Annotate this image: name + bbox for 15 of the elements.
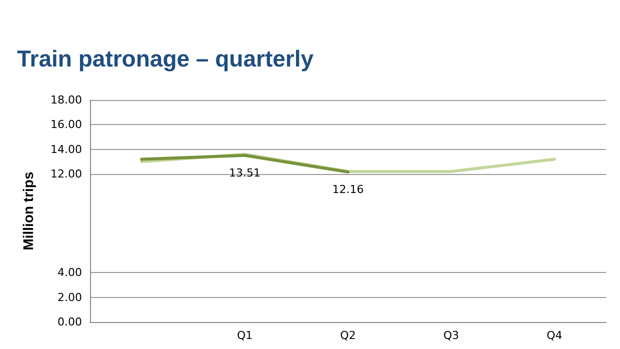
- y-axis-title: Million trips: [20, 172, 36, 250]
- x-tick-label: Q3: [443, 329, 460, 342]
- data-label: 12.16: [332, 183, 364, 196]
- x-tick-label: Q4: [546, 329, 562, 342]
- x-tick-label: Q1: [236, 329, 253, 342]
- data-label: 13.51: [229, 166, 261, 180]
- x-tick-label: Q2: [340, 329, 356, 342]
- y-tick-label: 2.00: [58, 290, 82, 304]
- y-tick-label: 4.00: [58, 266, 82, 280]
- y-tick-label: 18.00: [50, 94, 82, 106]
- chart-title: Train patronage – quarterly: [17, 46, 314, 72]
- y-tick-label: 16.00: [50, 118, 82, 132]
- y-tick-label: 0.00: [58, 316, 82, 328]
- y-tick-label: 14.00: [50, 142, 82, 156]
- y-tick-label: 12.00: [50, 168, 82, 180]
